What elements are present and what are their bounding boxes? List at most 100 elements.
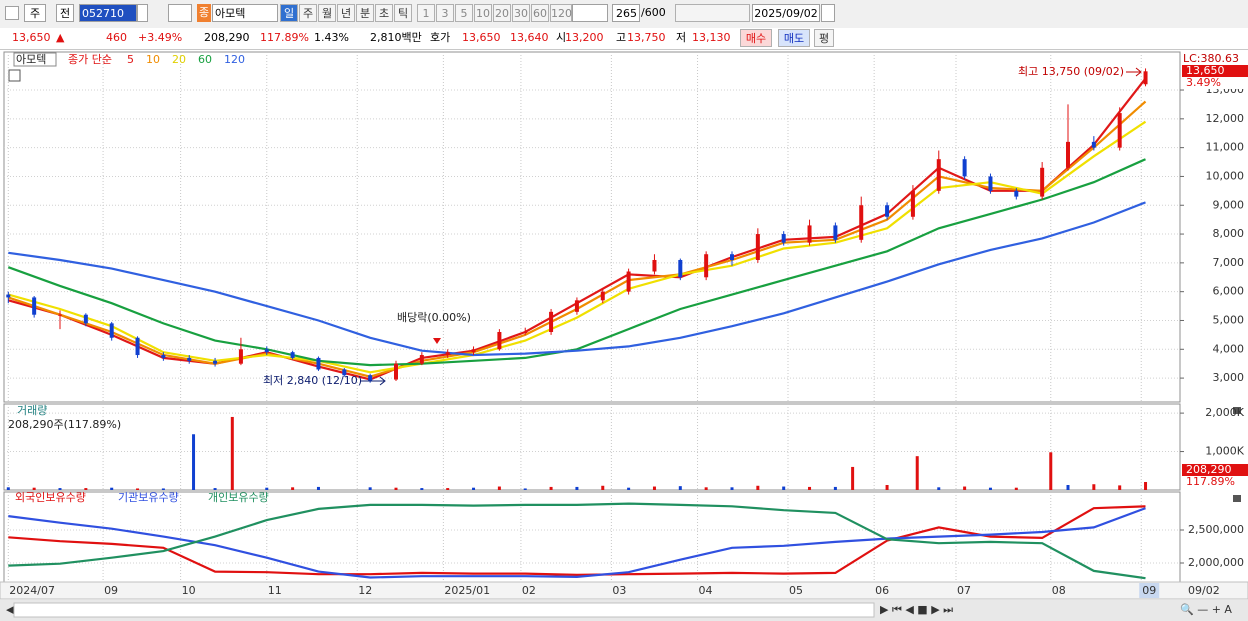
legend-ma-label: 종가 단순 (68, 53, 112, 66)
y-tick-label: 9,000 (1213, 198, 1245, 211)
volume-bar (756, 485, 760, 490)
interval-button[interactable]: 5 (455, 4, 473, 22)
volume-bar (84, 488, 88, 490)
candle-body (807, 225, 812, 243)
x-tick-label: 08 (1052, 584, 1066, 597)
candle-body (1091, 141, 1096, 148)
pane-button[interactable] (1233, 495, 1241, 502)
quote-volume: 208,290 (204, 31, 250, 44)
interval-button[interactable]: 10 (474, 4, 492, 22)
x-tick-label: 06 (875, 584, 889, 597)
volume-bar (627, 487, 631, 490)
menu-icon[interactable] (5, 6, 19, 20)
volume-bar (988, 487, 992, 490)
volume-bar (420, 488, 424, 490)
period-button[interactable]: 일 (280, 4, 298, 22)
period-button[interactable]: 틱 (394, 4, 412, 22)
period-button[interactable]: 분 (356, 4, 374, 22)
volume-bar (1118, 485, 1122, 490)
candle-body (58, 314, 62, 316)
volume-bar (136, 488, 140, 490)
market-select[interactable]: 주 (24, 4, 46, 22)
interval-button[interactable]: 1 (417, 4, 435, 22)
quote-hoga-label: 호가 (430, 31, 451, 44)
legend-box (13, 52, 57, 67)
kind-select[interactable]: 전 (56, 4, 74, 22)
candle-body (833, 225, 838, 240)
x-tick-label: 09 (1142, 584, 1156, 597)
volume-bar (472, 487, 476, 490)
period-button[interactable]: 년 (337, 4, 355, 22)
rate-label: 3.49% (1186, 76, 1221, 89)
candle-body (885, 205, 890, 217)
candle-body (755, 234, 760, 260)
avg-button[interactable]: 평 (814, 29, 834, 47)
candle-body (1014, 190, 1019, 197)
period-button[interactable]: 주 (299, 4, 317, 22)
line-series (8, 502, 1146, 580)
legend-item: 10 (146, 53, 160, 66)
code-input[interactable]: 052710 (79, 4, 137, 22)
y-tick-label: 10,000 (1206, 169, 1245, 182)
interval-select[interactable] (572, 4, 608, 22)
interval-button[interactable]: 120 (550, 4, 572, 22)
sell-button[interactable]: 매도 (778, 29, 810, 47)
volume-bar (808, 486, 812, 490)
x-tick-label: 12 (358, 584, 372, 597)
code-dropdown[interactable] (137, 4, 148, 22)
volume-bar (523, 488, 527, 490)
interval-button[interactable]: 30 (512, 4, 530, 22)
quote-bid: 13,640 (510, 31, 549, 44)
candle-body (368, 375, 373, 381)
tool-icons[interactable] (675, 4, 750, 22)
volume-bar (291, 487, 295, 490)
buy-button[interactable]: 매수 (740, 29, 772, 47)
volume-bar (549, 486, 553, 490)
volume-bar (1144, 481, 1148, 490)
date-input[interactable]: 2025/09/02 (752, 4, 820, 22)
line-series (8, 120, 1147, 374)
toolbar: 주 전 052710 종 아모텍 일 주 월 년 분 초 틱 1 3 5 10 20 30 60 120 265/600… (0, 0, 1248, 29)
candle-body (1143, 71, 1148, 85)
y-tick-label: 3,000 (1213, 371, 1245, 384)
volume-bar (32, 487, 36, 490)
line-series (7, 158, 1146, 367)
period-button[interactable]: 초 (375, 4, 393, 22)
candle-body (962, 159, 967, 177)
volume-bar (833, 486, 837, 490)
quote-open: 13,200 (565, 31, 604, 44)
quote-bar: 13,650 ▲ 460 +3.49% 208,290 117.89% 1.43% 2,810… (0, 28, 1248, 50)
volume-bar (1049, 452, 1053, 490)
interval-button[interactable]: 20 (493, 4, 511, 22)
volume-bar (230, 416, 234, 490)
count-input[interactable]: 265 (612, 4, 640, 22)
candle-body (6, 294, 11, 298)
y-tick-label: 6,000 (1213, 285, 1245, 298)
type-badge: 종 (197, 4, 211, 22)
lc-label: LC:380.63 (1183, 52, 1239, 65)
interval-button[interactable]: 60 (531, 4, 549, 22)
x-tick-label: 02 (522, 584, 536, 597)
period-button[interactable]: 월 (318, 4, 336, 22)
scroll-track[interactable] (13, 602, 875, 618)
search-icon[interactable] (150, 4, 164, 22)
volume-subtitle: 208,290주(117.89%) (8, 418, 121, 431)
table-icon[interactable] (8, 69, 21, 82)
candle-body (1040, 167, 1045, 197)
zoom-tools[interactable]: 🔍 — + A (1180, 602, 1232, 616)
interval-button[interactable]: 3 (436, 4, 454, 22)
quote-low: 13,130 (692, 31, 731, 44)
low-annotation: 최저 2,840 (12/10) (263, 374, 362, 387)
volume-pane (3, 403, 1181, 491)
name-input[interactable]: 아모텍 (212, 4, 278, 22)
scroll-right[interactable]: ▶ ⏮ ◀ ■ ▶ ⏭ (880, 603, 953, 616)
volume-ratio: 117.89% (1186, 475, 1235, 488)
calendar-icon[interactable] (821, 4, 835, 22)
pane-button[interactable] (1233, 407, 1241, 414)
candle-body (316, 357, 321, 370)
sound-icon[interactable] (168, 4, 192, 22)
scroll-left[interactable]: ◀ (6, 603, 15, 616)
rate-bg (1182, 77, 1248, 89)
